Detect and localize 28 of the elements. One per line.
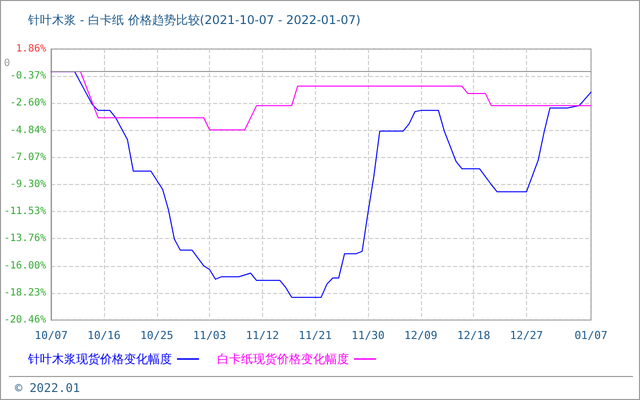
x-tick-label: 11/03 [193,329,226,342]
x-tick-label: 12/27 [510,329,544,342]
x-tick-label: 10/07 [34,329,68,342]
y-tick-label: -4.84% [10,124,46,136]
line-series [50,71,592,130]
legend-label: 针叶木浆现货价格变化幅度 [27,352,172,366]
y-tick-label: -16.00% [4,260,46,272]
y-tick-label: -20.46% [4,314,46,326]
text: © 2022.01 [15,381,80,395]
y-tick-label: -13.76% [4,233,46,244]
x-tick-label: 11/30 [351,329,385,342]
x-tick-label: 12/09 [404,329,438,342]
ref-line-label: 0 [4,58,10,70]
y-tick-label: -9.30% [10,179,46,190]
x-tick-label: 10/25 [140,329,174,342]
x-tick-label: 10/16 [87,329,121,342]
y-tick-label: -18.23% [4,287,46,298]
x-tick-label: 01/07 [574,329,608,342]
y-tick-label: -11.53% [4,206,46,218]
x-tick-label: 12/18 [457,329,490,342]
y-tick-label: -0.37% [10,70,46,82]
x-tick-label: 11/12 [246,329,279,342]
y-tick-label: 1.86% [16,44,46,54]
chart-title: 针叶木浆 - 白卡纸 价格趋势比较(2021-10-07 - 2022-01-07) [27,13,361,27]
y-tick-label: -7.07% [10,152,46,163]
x-tick-label: 11/21 [298,329,332,342]
y-tick-label: -2.60% [10,98,46,109]
legend-label: 白卡纸现货价格变化幅度 [217,352,349,366]
